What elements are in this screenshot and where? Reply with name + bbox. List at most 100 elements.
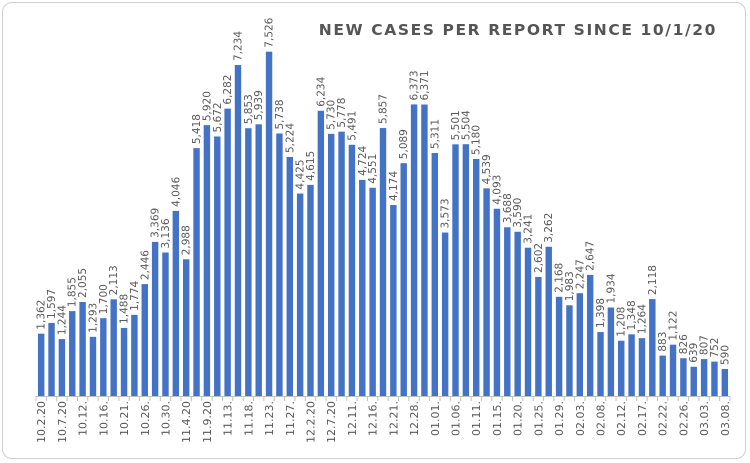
bar (348, 144, 356, 396)
x-tick-label: 03.03. (698, 401, 711, 436)
value-label: 5,939 (253, 90, 265, 120)
bar (255, 124, 262, 397)
value-label: 1,348 (626, 300, 638, 330)
bar (524, 247, 532, 396)
x-tick-label: 10.21. (118, 401, 131, 436)
value-label: 4,539 (481, 154, 493, 184)
value-label: 5,224 (284, 123, 296, 153)
bar (555, 296, 563, 396)
value-label: 3,688 (502, 193, 514, 223)
value-label: 883 (657, 332, 669, 352)
x-tick-label: 02.12. (615, 401, 628, 436)
x-tick-label: 02.17. (636, 401, 649, 436)
x-tick-label: 01.29. (553, 401, 566, 436)
value-label: 1,264 (636, 304, 648, 334)
value-label: 639 (688, 343, 700, 363)
x-tick-label: 12.11. (346, 401, 359, 436)
value-label: 1,362 (36, 300, 48, 330)
bar (431, 153, 439, 396)
value-label: 5,857 (378, 94, 390, 124)
value-label: 4,551 (367, 154, 379, 184)
x-tick-label: 12.2.20 (304, 401, 317, 443)
bar (100, 318, 107, 396)
x-tick-label: 01.11. (470, 401, 483, 436)
value-label: 5,738 (274, 99, 286, 129)
bar (193, 148, 200, 396)
value-label: 1,488 (119, 294, 131, 324)
value-label: 5,778 (336, 98, 348, 128)
value-label: 5,920 (201, 91, 213, 121)
value-label: 5,672 (212, 102, 224, 132)
x-tick-label: 10.16. (97, 401, 110, 436)
bar (48, 322, 55, 396)
bar (327, 133, 335, 397)
bar (379, 128, 387, 397)
value-label: 3,573 (440, 198, 452, 228)
value-label: 826 (678, 334, 690, 354)
bar (224, 108, 231, 396)
bar (659, 355, 666, 396)
value-label: 1,597 (46, 289, 58, 319)
chart-title: NEW CASES PER REPORT SINCE 10/1/20 (318, 21, 717, 39)
bars-group (37, 51, 729, 397)
value-label: 1,293 (87, 303, 99, 333)
value-label: 1,774 (129, 280, 141, 310)
x-tick-label: 11.13. (222, 401, 235, 436)
bar (338, 131, 345, 396)
x-axis-ticks (35, 396, 731, 401)
bar (514, 231, 521, 396)
x-tick-label: 11.18. (242, 401, 255, 436)
x-tick-label: 11.4.20 (180, 401, 193, 443)
value-label: 5,418 (191, 114, 203, 144)
value-label: 752 (709, 338, 721, 358)
bar (369, 187, 376, 396)
value-label: 2,602 (533, 243, 545, 273)
value-label: 1,934 (605, 273, 617, 303)
bar (638, 338, 646, 396)
bar (359, 179, 366, 396)
x-tick-label: 01.06. (450, 401, 463, 436)
value-label: 5,730 (326, 100, 338, 130)
value-label: 1,983 (564, 271, 576, 301)
bar (483, 188, 490, 396)
value-label: 4,615 (305, 151, 317, 181)
bar (234, 65, 242, 397)
x-tick-label: 10.30. (159, 401, 172, 436)
value-label: 2,446 (139, 250, 151, 280)
value-label: 2,055 (77, 268, 89, 298)
bar (296, 193, 304, 396)
bar (110, 299, 117, 396)
x-tick-label: 11.23. (263, 401, 276, 436)
bar (89, 336, 97, 396)
x-tick-label: 10.26. (139, 401, 152, 436)
value-label: 3,369 (150, 208, 162, 238)
bar (307, 184, 314, 396)
value-label: 2,168 (554, 263, 566, 293)
bar (421, 104, 428, 397)
bar (452, 144, 459, 396)
bar (286, 157, 293, 396)
x-tick-label: 01.20. (512, 401, 525, 436)
x-tick-label: 03.08. (719, 401, 732, 436)
bar (493, 208, 501, 396)
bar (79, 301, 86, 396)
value-label: 5,311 (429, 119, 441, 149)
bar (141, 284, 148, 396)
value-label: 1,700 (98, 284, 110, 314)
value-label: 5,089 (398, 129, 410, 159)
value-label: 6,282 (222, 75, 234, 105)
bar (151, 241, 159, 396)
value-label: 590 (719, 345, 731, 365)
bar (69, 311, 76, 396)
value-label: 4,724 (357, 145, 369, 175)
bar (576, 293, 584, 396)
x-tick-label: 10.2.20 (35, 401, 48, 443)
value-label: 5,501 (450, 110, 462, 140)
value-label: 6,371 (419, 70, 431, 100)
value-label: 3,241 (523, 214, 535, 244)
bar (172, 210, 180, 396)
value-label: 7,526 (264, 17, 276, 47)
bar (669, 344, 677, 396)
value-label: 1,208 (616, 307, 628, 337)
